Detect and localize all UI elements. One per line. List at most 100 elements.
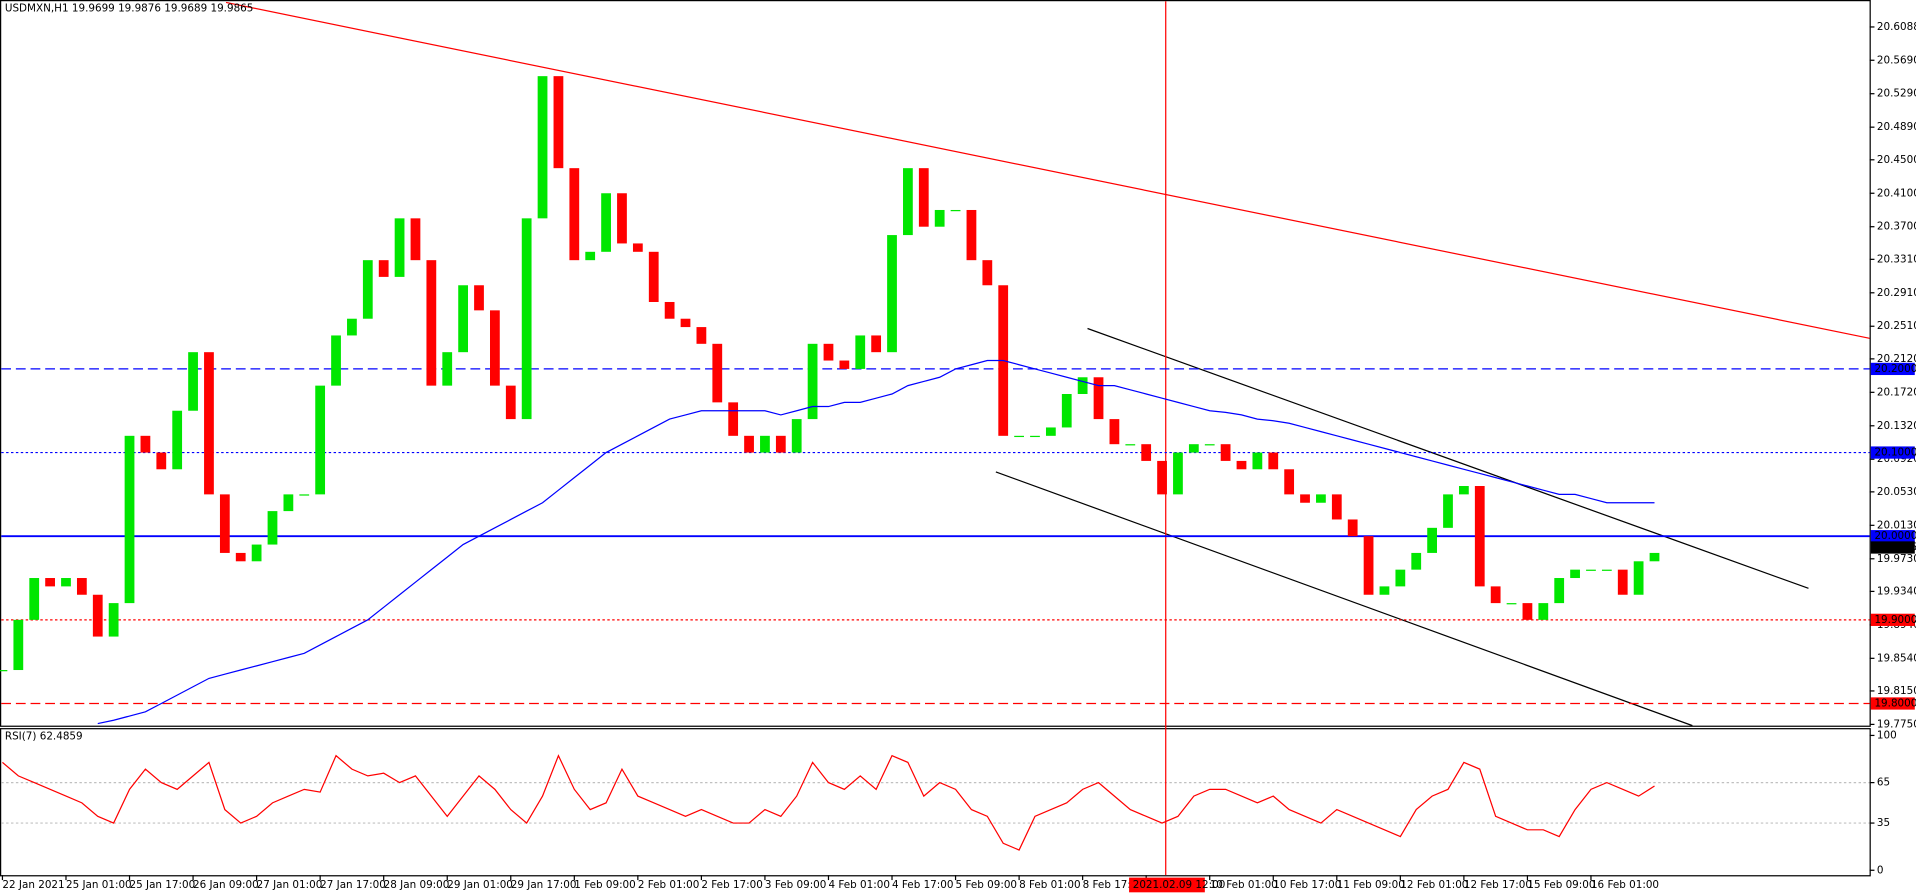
candle-body: [1284, 469, 1295, 495]
x-tick-label: 2 Feb 17:00: [701, 879, 762, 891]
candle-body: [521, 218, 532, 420]
candle-body: [489, 310, 500, 386]
candle-body: [887, 235, 897, 353]
candle-body: [1458, 486, 1469, 495]
candle-body: [347, 318, 357, 336]
candle-body: [585, 251, 596, 261]
level-label: 20.0000: [1874, 530, 1916, 542]
y-tick-label: 19.9340: [1877, 585, 1916, 597]
x-tick-label: 1 Feb 09:00: [574, 879, 635, 891]
y2-tick-label: 100: [1877, 729, 1897, 741]
x-tick-label: 10 Feb 01:00: [1210, 879, 1278, 891]
level-label: 19.8000: [1874, 697, 1916, 709]
candle-body: [1617, 569, 1628, 595]
level-label: 19.9000: [1874, 614, 1916, 626]
candle-body: [1363, 536, 1374, 595]
candle-body: [1236, 460, 1247, 470]
candle-body: [903, 168, 913, 236]
candle-body: [1379, 586, 1390, 595]
candle-body: [251, 544, 262, 562]
y2-tick-label: 0: [1877, 864, 1884, 876]
candle-body: [632, 243, 643, 252]
y-tick-label: 20.4890: [1877, 121, 1916, 133]
candle-body: [1141, 444, 1152, 461]
x-tick-label: 29 Jan 01:00: [447, 879, 513, 891]
candle-body: [1045, 427, 1056, 436]
y-tick-label: 20.0530: [1877, 486, 1916, 498]
current-price-label: 19.9865: [1874, 541, 1916, 553]
candle-body: [871, 335, 882, 353]
candle-body: [13, 619, 24, 671]
channel-upper: [1087, 327, 1809, 589]
candle-body: [1316, 494, 1326, 503]
y-tick-label: 19.9730: [1877, 553, 1916, 565]
candle-body: [807, 343, 818, 420]
candle-body: [934, 209, 945, 227]
candle-body: [918, 168, 929, 227]
x-tick-label: 12 Feb 17:00: [1464, 879, 1532, 891]
level-label-bg: [1870, 613, 1915, 626]
y-tick-label: 20.4500: [1877, 154, 1916, 166]
candle-body: [1633, 561, 1644, 595]
candle-body: [426, 260, 437, 386]
candle-body: [569, 168, 580, 261]
candle-body: [156, 452, 167, 470]
candle-body: [61, 578, 71, 587]
candle-body: [1474, 486, 1485, 587]
y-tick-label: 19.8540: [1877, 652, 1916, 664]
y-tick-label: 20.2910: [1877, 287, 1916, 299]
y-tick-label: 20.5290: [1877, 88, 1916, 100]
level-label-bg: [1870, 697, 1915, 710]
candle-body: [299, 494, 310, 496]
y-tick-label: 20.3310: [1877, 253, 1916, 265]
candle-body: [1649, 552, 1660, 562]
candle-body: [1268, 452, 1279, 470]
candle-body: [1347, 519, 1358, 537]
candle-body: [1077, 377, 1088, 395]
candle-body: [1331, 494, 1342, 520]
candle-body: [283, 494, 294, 512]
candle-body: [950, 209, 961, 212]
candle-body: [0, 670, 8, 672]
candle-body: [108, 603, 119, 637]
x-tick-label: 8 Feb 17:00: [1083, 879, 1144, 891]
candle-body: [1395, 569, 1406, 587]
x-tick-label: 22 Jan 2021: [2, 879, 64, 891]
y2-tick-label: 35: [1877, 817, 1890, 829]
candle-body: [29, 578, 40, 620]
candle-body: [1586, 569, 1596, 571]
candle-body: [664, 301, 675, 319]
rsi-title: RSI(7) 62.4859: [5, 731, 83, 743]
y-tick-label: 20.4100: [1877, 187, 1916, 199]
candle-body: [791, 419, 802, 453]
candle-body: [442, 352, 453, 386]
crosshair-label-bg: [1129, 877, 1205, 893]
candle-body: [728, 402, 739, 436]
candle-body: [601, 193, 611, 252]
candle-body: [553, 76, 564, 169]
channel-lower: [995, 471, 1693, 727]
candle-body: [537, 76, 548, 219]
x-tick-label: 3 Feb 09:00: [765, 879, 826, 891]
candle-body: [1204, 444, 1215, 446]
candle-body: [1173, 452, 1183, 495]
y-tick-label: 19.7750: [1877, 718, 1916, 730]
candle-body: [124, 435, 135, 604]
candle-body: [1109, 419, 1120, 445]
red-trendline: [225, 1, 1870, 339]
candle-body: [140, 435, 151, 453]
candle-body: [1061, 394, 1072, 428]
current-price-bg: [1870, 541, 1915, 554]
x-tick-label: 12 Feb 01:00: [1400, 879, 1468, 891]
level-label-bg: [1870, 362, 1915, 376]
candle-body: [458, 285, 469, 353]
y-tick-label: 20.6088: [1877, 21, 1916, 33]
candle-body: [172, 410, 183, 470]
candle-body: [1506, 603, 1517, 605]
y-tick-label: 20.3700: [1877, 221, 1916, 233]
candle-body: [1093, 377, 1104, 420]
candle-body: [744, 435, 754, 453]
candle-body: [331, 335, 341, 386]
candle-body: [362, 260, 373, 319]
